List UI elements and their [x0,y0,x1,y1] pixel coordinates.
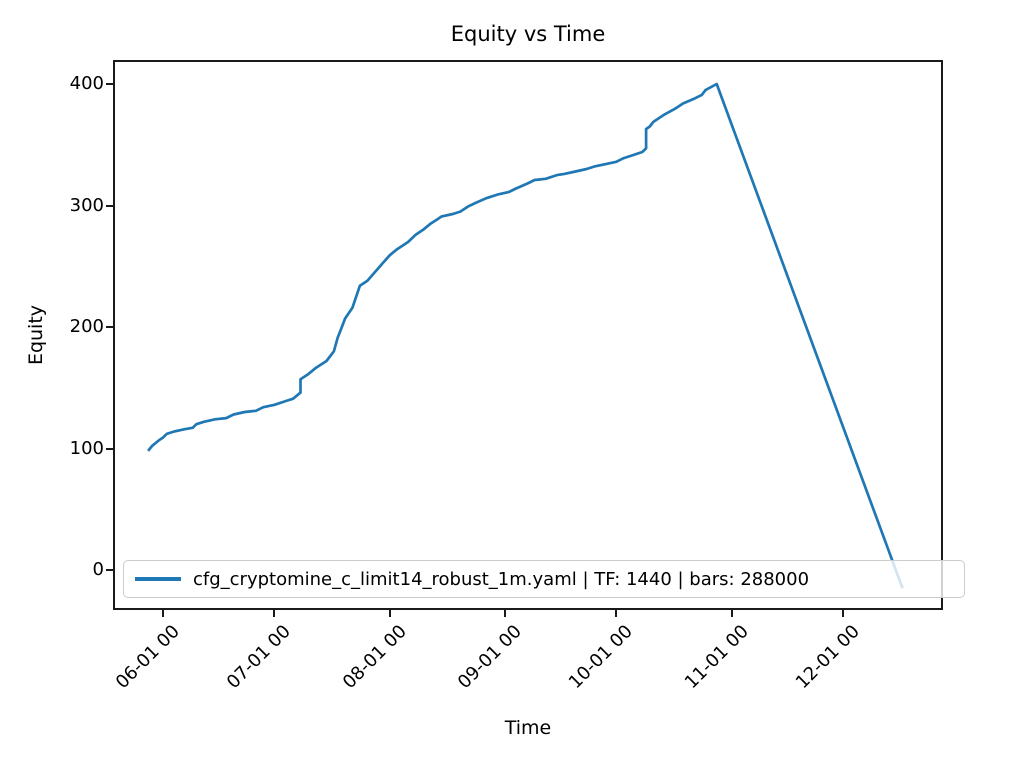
x-axis-label: Time [504,717,552,739]
y-tick-mark [106,447,113,450]
x-tick-mark [388,610,391,617]
plot-area [113,60,943,610]
legend-line-swatch [135,577,181,581]
y-tick-label: 0 [92,559,104,580]
y-tick-label: 200 [69,316,104,337]
y-tick-mark [106,204,113,207]
y-axis-label: Equity [25,304,47,366]
y-tick-label: 400 [69,73,104,94]
equity-series-line [147,82,904,589]
x-tick-mark [842,610,844,617]
y-tick-label: 300 [69,194,104,216]
x-tick-mark [273,610,276,617]
legend-label: cfg_cryptomine_c_limit14_robust_1m.yaml … [193,568,810,590]
x-tick-mark [615,610,618,617]
x-tick-mark [503,610,506,617]
y-tick-label: 100 [69,437,104,459]
x-tick-mark [730,610,733,617]
y-tick-mark [106,569,113,571]
y-tick-mark [106,326,113,328]
y-tick-mark [106,83,113,85]
chart-title: Equity vs Time [450,22,606,46]
legend: cfg_cryptomine_c_limit14_robust_1m.yaml … [123,560,965,598]
x-tick-mark [162,610,164,617]
